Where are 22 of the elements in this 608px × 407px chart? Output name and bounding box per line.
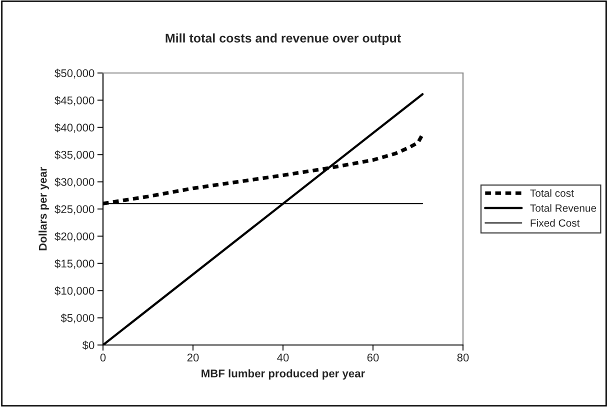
y-tick-label: $5,000 bbox=[60, 314, 94, 324]
y-tick-label: $20,000 bbox=[54, 232, 94, 242]
legend-label: Fixed Cost bbox=[530, 219, 580, 227]
legend-label: Total cost bbox=[530, 189, 574, 197]
x-tick-label: 60 bbox=[367, 354, 379, 362]
y-tick-label: $15,000 bbox=[54, 259, 94, 269]
y-axis-title: Dollars per year bbox=[38, 167, 49, 250]
y-tick-label: $50,000 bbox=[54, 68, 94, 78]
y-tick-label: $45,000 bbox=[54, 96, 94, 106]
y-tick-label: $10,000 bbox=[54, 286, 94, 296]
y-tick-label: $40,000 bbox=[54, 123, 94, 133]
x-axis-title: MBF lumber produced per year bbox=[202, 369, 365, 380]
legend-label: Total Revenue bbox=[530, 204, 596, 212]
x-tick-label: 80 bbox=[457, 354, 469, 362]
y-tick-label: $0 bbox=[82, 340, 94, 350]
y-tick-label: $35,000 bbox=[54, 150, 94, 160]
y-tick-label: $30,000 bbox=[54, 178, 94, 188]
x-tick-label: 40 bbox=[277, 354, 289, 362]
x-tick-label: 0 bbox=[100, 354, 106, 362]
y-tick-label: $25,000 bbox=[54, 204, 94, 214]
x-tick-label: 20 bbox=[187, 354, 199, 362]
chart-title: Mill total costs and revenue over output bbox=[166, 33, 401, 46]
